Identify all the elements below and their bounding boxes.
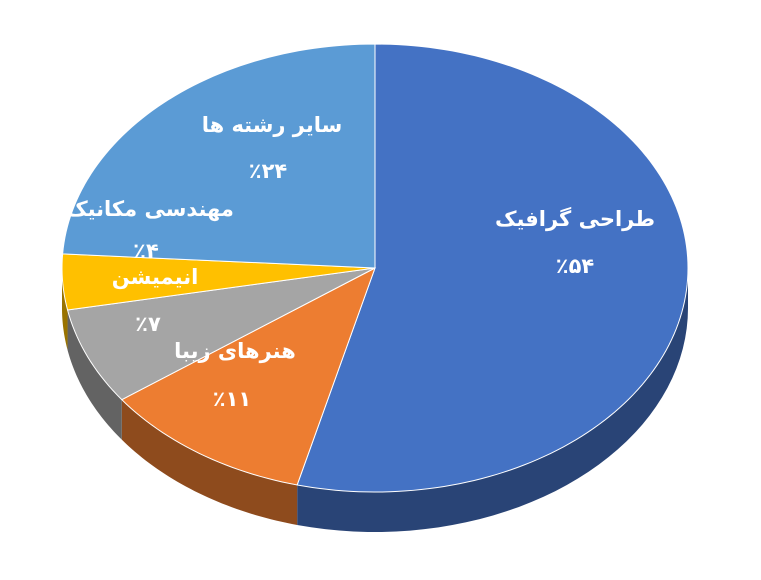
slice-label: سایر رشته ها [202, 113, 343, 137]
value-label: ٪۵۴ [556, 254, 595, 278]
slice-side [62, 268, 68, 350]
pie-slice [120, 266, 376, 486]
value-label: ٪۴ [133, 239, 159, 263]
slice-label: هنرهای زیبا [174, 339, 296, 363]
pie-slice [296, 43, 689, 493]
slice-label: انیمیشن [112, 265, 199, 289]
value-label: ٪۱۱ [213, 387, 251, 411]
value-label: ٪۲۴ [249, 159, 288, 183]
slice-side [121, 399, 298, 525]
pie-slice [62, 43, 376, 269]
value-label: ٪۷ [135, 312, 161, 336]
slice-side [297, 268, 688, 532]
pie-slice [66, 267, 376, 401]
slice-side [67, 309, 122, 440]
slice-label: طراحی گرافیک [495, 206, 655, 231]
slice-label: مهندسی مکانیک [66, 197, 234, 221]
pie-slice [61, 253, 376, 311]
